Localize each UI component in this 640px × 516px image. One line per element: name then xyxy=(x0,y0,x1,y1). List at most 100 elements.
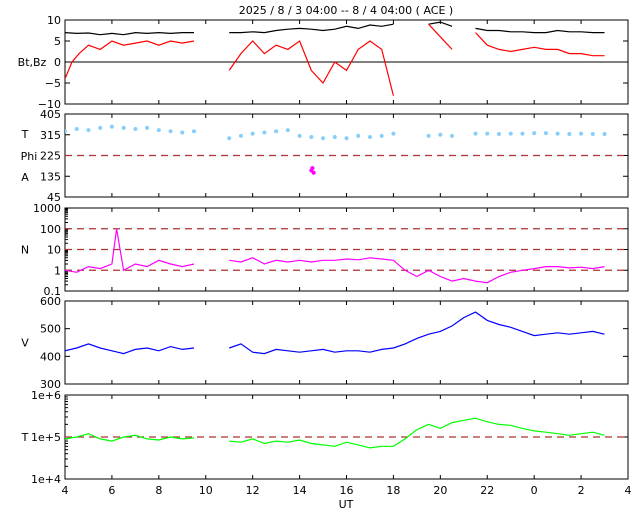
y-tick-label: 600 xyxy=(40,295,61,308)
data-point-theta xyxy=(297,133,302,138)
panel-temperature: 1e+6 1e+5 1e+4 T xyxy=(21,389,629,486)
data-point-theta xyxy=(367,135,372,140)
x-axis-label: UT xyxy=(339,498,354,511)
series-line-temperature xyxy=(229,417,605,449)
y-tick-label: 500 xyxy=(40,323,61,336)
y-tick-label: 10 xyxy=(47,244,61,257)
data-point-theta xyxy=(567,132,572,137)
data-point-theta xyxy=(121,125,126,130)
y-tick-label: 135 xyxy=(40,170,61,183)
data-point-theta xyxy=(438,132,443,137)
data-point-theta xyxy=(133,126,138,131)
data-point-theta xyxy=(192,129,197,134)
data-point-theta xyxy=(543,131,548,136)
series-line-bz xyxy=(228,40,394,96)
x-tick-label: 8 xyxy=(155,484,162,497)
y-tick-label: 0 xyxy=(54,56,61,69)
x-tick-label: 14 xyxy=(293,484,307,497)
data-point-theta xyxy=(262,130,267,135)
panels: 1050−5−10Bt,Bz40531522513545TPhiA1000100… xyxy=(18,14,629,486)
y-tick-label: 10 xyxy=(47,14,61,27)
y-tick-label: 405 xyxy=(40,108,61,121)
x-tick-label: 6 xyxy=(108,484,115,497)
series-line-density xyxy=(229,257,605,284)
x-tick-label: 20 xyxy=(433,484,447,497)
x-tick-label: 12 xyxy=(246,484,260,497)
data-point-theta xyxy=(109,124,114,129)
panel-data xyxy=(65,228,605,284)
y-tick-label: 1000 xyxy=(33,202,61,215)
y-tick-label: 1e+4 xyxy=(31,473,61,486)
data-point-theta xyxy=(379,133,384,138)
x-tick-label: 16 xyxy=(340,484,354,497)
data-point-theta xyxy=(590,132,595,137)
data-point-theta xyxy=(391,131,396,136)
data-point-theta xyxy=(450,133,455,138)
data-point-theta xyxy=(65,129,67,134)
data-point-theta xyxy=(602,132,607,137)
y-tick-label: −10 xyxy=(38,98,61,111)
data-point-theta xyxy=(145,125,150,130)
panel-data xyxy=(65,311,605,355)
series-line-temperature xyxy=(65,433,195,442)
data-point-theta xyxy=(579,131,584,136)
series-line-bt xyxy=(65,31,194,36)
data-point-theta xyxy=(532,131,537,136)
x-tick-label: 2 xyxy=(578,484,585,497)
panel-data xyxy=(65,124,607,175)
x-axis: 4 6 8 10 12 14 16 18 20 22 0 2 4 xyxy=(62,20,632,497)
y-axis-label-bottom: A xyxy=(21,171,29,184)
data-point-theta xyxy=(227,136,232,141)
data-point-phi xyxy=(311,170,316,175)
x-tick-label: 0 xyxy=(531,484,538,497)
y-axis-label: N xyxy=(21,244,29,257)
panel-angles: 405 315 225 135 45 T Phi A xyxy=(21,108,629,204)
x-tick-label: 4 xyxy=(625,484,632,497)
y-axis-label: T xyxy=(21,431,29,444)
y-tick-label: 315 xyxy=(40,129,61,142)
y-tick-label: 0.1 xyxy=(44,285,62,298)
chart-title: 2025 / 8 / 3 04:00 -- 8 / 4 04:00 ( ACE … xyxy=(239,4,453,17)
x-tick-label: 22 xyxy=(480,484,494,497)
y-tick-label: 5 xyxy=(54,35,61,48)
series-line-speed xyxy=(229,311,605,355)
series-line-bt xyxy=(229,23,394,34)
y-tick-label: 300 xyxy=(40,378,61,391)
data-point-theta xyxy=(520,131,525,136)
data-point-theta xyxy=(285,128,290,133)
y-tick-label: 400 xyxy=(40,350,61,363)
data-point-theta xyxy=(74,126,79,131)
series-line-bz xyxy=(65,40,195,80)
data-point-theta xyxy=(332,135,337,140)
data-point-theta xyxy=(555,131,560,136)
data-point-theta xyxy=(426,133,431,138)
data-point-theta xyxy=(98,125,103,130)
data-point-theta xyxy=(473,131,478,136)
x-tick-label: 10 xyxy=(199,484,213,497)
y-tick-label: 225 xyxy=(40,150,61,163)
data-point-theta xyxy=(508,131,513,136)
y-tick-label: 45 xyxy=(47,191,61,204)
data-point-theta xyxy=(274,129,279,134)
x-tick-label: 4 xyxy=(62,484,69,497)
y-tick-label: 100 xyxy=(40,223,61,236)
series-line-bt xyxy=(475,27,605,34)
data-point-theta xyxy=(309,135,314,140)
data-point-theta xyxy=(250,131,255,136)
y-tick-label: 1e+5 xyxy=(31,431,61,444)
series-line-speed xyxy=(65,343,195,355)
series-line-bz xyxy=(428,23,453,50)
y-axis-label-top: T xyxy=(21,128,29,141)
data-point-theta xyxy=(156,128,161,133)
data-point-theta xyxy=(238,133,243,138)
data-point-theta xyxy=(168,129,173,134)
data-point-theta xyxy=(86,128,91,133)
data-point-theta xyxy=(356,133,361,138)
data-point-theta xyxy=(344,136,349,141)
data-point-theta xyxy=(180,130,185,135)
panel-frame xyxy=(64,300,629,385)
data-point-theta xyxy=(321,136,326,141)
series-line-bz xyxy=(475,32,605,57)
data-point-theta xyxy=(496,132,501,137)
